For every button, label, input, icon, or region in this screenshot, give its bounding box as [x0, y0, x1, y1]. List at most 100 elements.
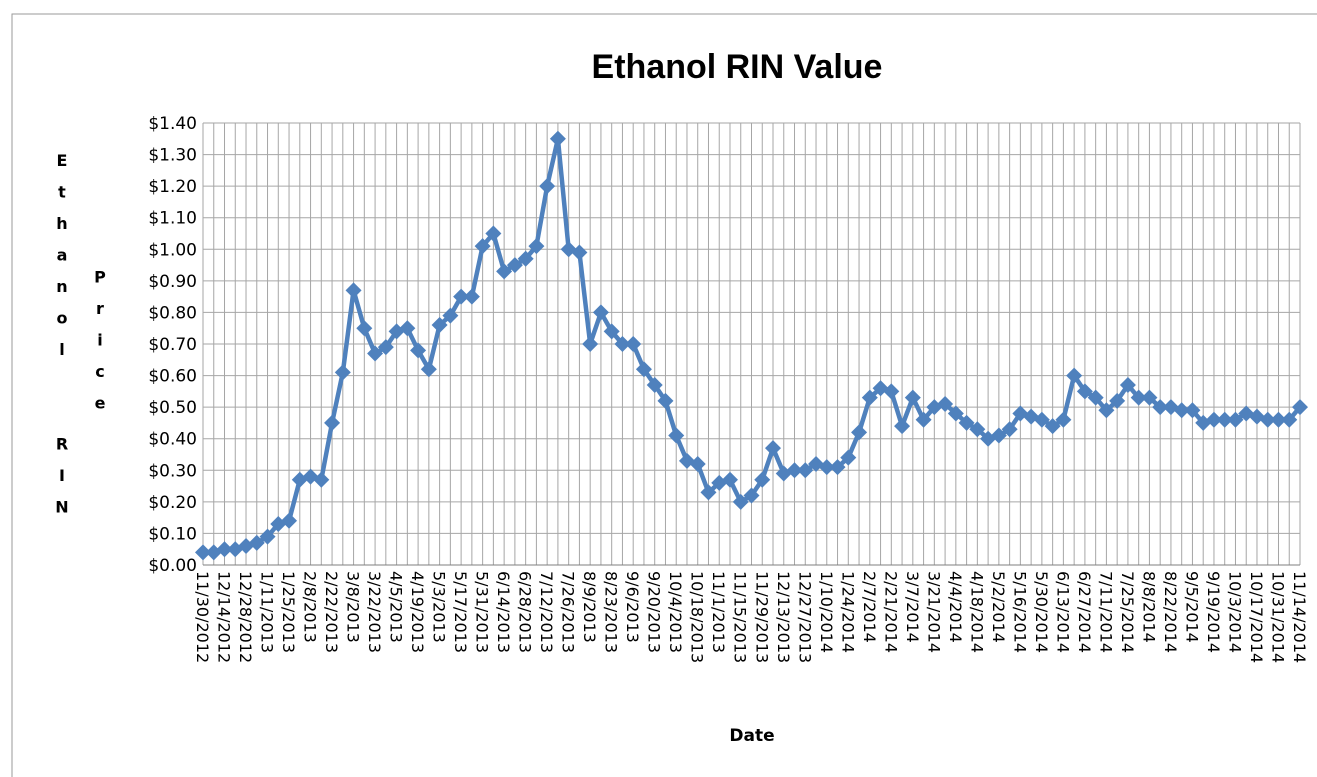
marker: [668, 427, 685, 444]
y-tick-label: $0.70: [148, 335, 197, 355]
marker: [657, 392, 674, 409]
x-tick-label: 4/19/2013: [408, 571, 427, 653]
x-tick-label: 3/22/2013: [365, 571, 384, 653]
marker: [883, 383, 900, 400]
marker: [840, 449, 857, 466]
x-tick-label: 6/27/2014: [1075, 571, 1094, 653]
x-tick-label: 4/18/2014: [967, 571, 986, 653]
x-tick-label: 8/9/2013: [580, 571, 599, 643]
marker: [539, 178, 556, 195]
x-tick-label: 2/7/2014: [860, 571, 879, 643]
marker: [1066, 367, 1083, 384]
y-tick-label: $0.80: [148, 303, 197, 323]
marker: [571, 244, 588, 261]
x-tick-label: 8/22/2014: [1161, 571, 1180, 653]
marker: [1152, 399, 1169, 416]
marker: [1184, 402, 1201, 419]
x-tick-label: 7/26/2013: [559, 571, 578, 653]
marker: [818, 459, 835, 476]
x-tick-label: 1/10/2014: [817, 571, 836, 653]
marker: [1033, 411, 1050, 428]
x-tick-label: 5/3/2013: [430, 571, 449, 643]
marker: [732, 493, 749, 510]
marker: [453, 288, 470, 305]
x-tick-label: 5/2/2014: [989, 571, 1008, 643]
x-tick-label: 11/29/2013: [752, 571, 771, 663]
x-tick-label: 5/30/2014: [1032, 571, 1051, 653]
marker: [1205, 411, 1222, 428]
marker: [420, 361, 437, 378]
y-tick-label: $0.40: [148, 430, 197, 450]
marker: [786, 462, 803, 479]
x-tick-label: 7/25/2014: [1118, 571, 1137, 653]
x-tick-label: 7/11/2014: [1096, 571, 1115, 653]
marker: [399, 320, 416, 337]
marker: [1109, 392, 1126, 409]
x-tick-label: 10/3/2014: [1225, 571, 1244, 653]
marker: [248, 534, 265, 551]
x-tick-label: 8/23/2013: [602, 571, 621, 653]
marker: [1055, 411, 1072, 428]
marker: [592, 304, 609, 321]
marker: [324, 414, 341, 431]
marker: [646, 377, 663, 394]
grid: [202, 122, 1301, 566]
marker: [603, 323, 620, 340]
marker: [334, 364, 351, 381]
x-tick-label: 6/13/2014: [1053, 571, 1072, 653]
marker: [1087, 389, 1104, 406]
marker: [1292, 399, 1308, 416]
y-tick-label: $1.00: [148, 240, 197, 260]
y-tick-label: $0.00: [148, 556, 197, 576]
x-tick-label: 4/4/2014: [946, 571, 965, 643]
marker: [281, 512, 298, 529]
x-tick-label: 10/31/2014: [1268, 571, 1287, 663]
marker: [1227, 411, 1244, 428]
marker: [635, 361, 652, 378]
marker: [345, 282, 362, 299]
x-tick-label: 11/14/2014: [1290, 571, 1309, 663]
x-tick-label: 11/15/2013: [731, 571, 750, 663]
x-tick-label: 2/21/2014: [881, 571, 900, 653]
marker: [915, 411, 932, 428]
y-tick-label: $0.90: [148, 272, 197, 292]
y-tick-label: $1.40: [148, 114, 197, 134]
x-tick-label: 3/8/2013: [344, 571, 363, 643]
marker: [367, 345, 384, 362]
x-tick-label: 9/20/2013: [645, 571, 664, 653]
marker: [754, 471, 771, 488]
marker: [743, 487, 760, 504]
marker: [442, 307, 459, 324]
marker: [700, 484, 717, 501]
marker: [1216, 411, 1233, 428]
marker: [496, 263, 513, 280]
marker: [904, 389, 921, 406]
marker: [474, 238, 491, 255]
marker: [937, 395, 954, 412]
marker: [1001, 421, 1018, 438]
x-tick-label: 12/27/2013: [795, 571, 814, 663]
x-tick-label: 9/6/2013: [623, 571, 642, 643]
marker: [377, 339, 394, 356]
chart-title: Ethanol RIN Value: [592, 48, 883, 86]
x-axis-title: Date: [729, 726, 774, 746]
marker: [958, 414, 975, 431]
y-tick-label: $1.20: [148, 177, 197, 197]
marker: [216, 541, 233, 558]
x-tick-label: 5/17/2013: [451, 571, 470, 653]
marker: [463, 288, 480, 305]
x-tick-label: 1/11/2013: [258, 571, 277, 653]
marker: [1141, 389, 1158, 406]
marker: [313, 471, 330, 488]
marker: [259, 528, 276, 545]
marker: [851, 424, 868, 441]
marker: [195, 544, 211, 561]
marker: [356, 320, 373, 337]
x-tick-label: 11/1/2013: [709, 571, 728, 653]
x-tick-label: 3/21/2014: [924, 571, 943, 653]
marker: [485, 225, 502, 242]
x-tick-label: 2/8/2013: [301, 571, 320, 643]
marker: [625, 336, 642, 352]
x-tick-label: 6/14/2013: [494, 571, 513, 653]
